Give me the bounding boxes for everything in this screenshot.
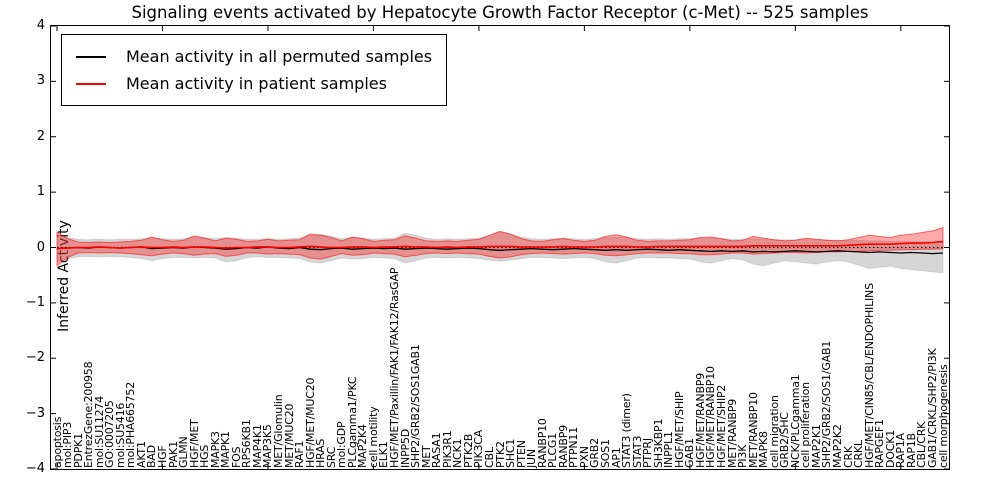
y-tick-label: 0: [36, 239, 45, 255]
y-tick-label: −3: [25, 405, 45, 421]
legend-row-permuted: Mean activity in all permuted samples: [74, 43, 432, 70]
y-tick-label: 1: [36, 184, 45, 200]
y-tick-label: 3: [36, 73, 45, 89]
legend-label-permuted: Mean activity in all permuted samples: [126, 47, 433, 66]
y-tick-label: 4: [36, 18, 45, 33]
chart-title: Signaling events activated by Hepatocyte…: [131, 3, 869, 22]
series-canvas: [51, 26, 949, 469]
y-tick-label: −1: [25, 294, 45, 310]
y-tick-label: −4: [25, 461, 45, 476]
legend-label-patient: Mean activity in patient samples: [126, 74, 387, 93]
y-tick-label: 2: [36, 128, 45, 144]
y-tick-label: −2: [25, 350, 45, 366]
legend-line-patient-icon: [76, 82, 106, 85]
legend-line-permuted-icon: [76, 55, 106, 58]
plot-area: Mean activity in all permuted samples Me…: [50, 25, 950, 470]
legend: Mean activity in all permuted samples Me…: [61, 34, 448, 106]
legend-row-patient: Mean activity in patient samples: [74, 70, 432, 97]
